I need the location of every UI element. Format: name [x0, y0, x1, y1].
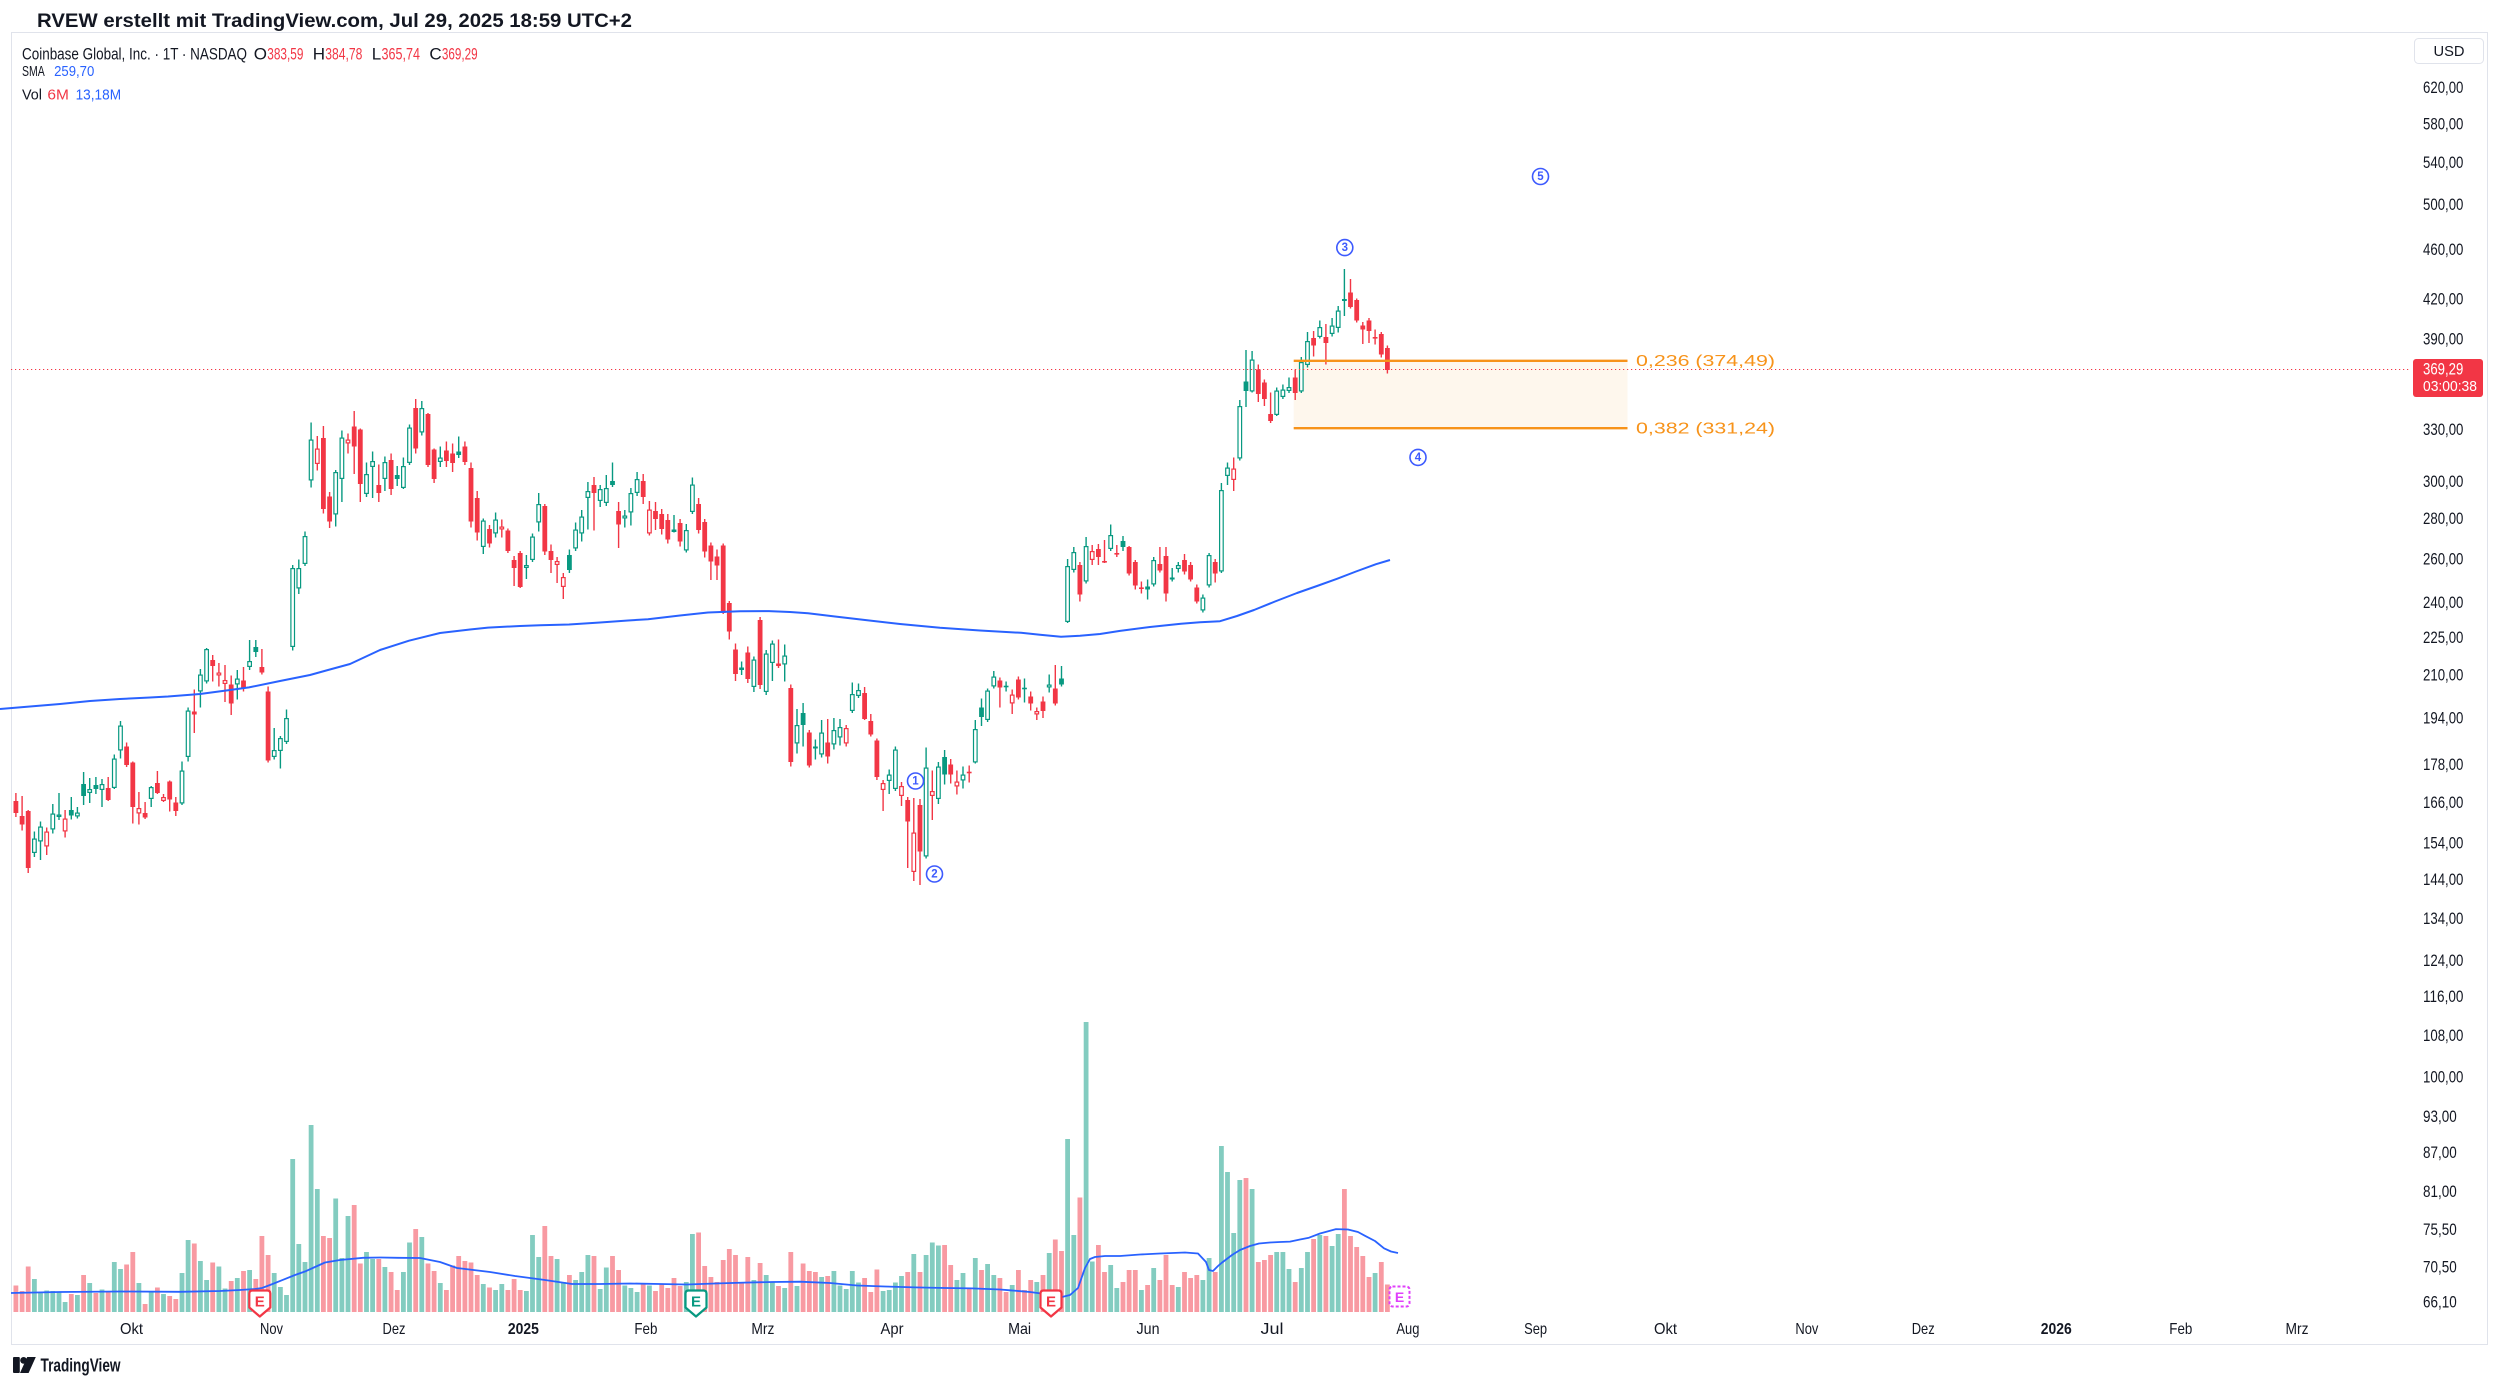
svg-text:H: H — [313, 45, 325, 64]
svg-text:330,00: 330,00 — [2423, 420, 2463, 439]
svg-text:SMA: SMA — [22, 64, 45, 80]
svg-text:369,29: 369,29 — [442, 45, 478, 64]
svg-text:66,10: 66,10 — [2423, 1292, 2457, 1311]
svg-text:0,382 (331,24): 0,382 (331,24) — [1636, 420, 1775, 437]
svg-text:0,236 (374,49): 0,236 (374,49) — [1636, 353, 1775, 370]
svg-text:75,50: 75,50 — [2423, 1220, 2457, 1239]
svg-text:Okt: Okt — [1654, 1321, 1678, 1338]
svg-text:3: 3 — [1342, 242, 1348, 254]
svg-text:384,78: 384,78 — [325, 45, 362, 64]
svg-text:Dez: Dez — [1912, 1321, 1935, 1338]
svg-text:USD: USD — [2434, 43, 2465, 60]
svg-text:81,00: 81,00 — [2423, 1182, 2457, 1201]
svg-text:134,00: 134,00 — [2423, 909, 2463, 928]
svg-text:Sep: Sep — [1524, 1321, 1547, 1338]
svg-text:460,00: 460,00 — [2423, 240, 2463, 259]
svg-text:Jul: Jul — [1261, 1321, 1284, 1338]
svg-text:4: 4 — [1415, 452, 1422, 464]
svg-text:5: 5 — [1537, 171, 1544, 183]
svg-text:369,29: 369,29 — [2423, 360, 2463, 379]
svg-text:Vol: Vol — [22, 88, 42, 104]
svg-text:154,00: 154,00 — [2423, 834, 2463, 853]
svg-text:87,00: 87,00 — [2423, 1143, 2457, 1162]
svg-text:Dez: Dez — [383, 1321, 406, 1338]
svg-text:Coinbase Global, Inc. · 1T · N: Coinbase Global, Inc. · 1T · NASDAQ — [22, 45, 247, 64]
svg-text:Mai: Mai — [1008, 1321, 1031, 1338]
svg-text:365,74: 365,74 — [382, 45, 421, 64]
svg-text:100,00: 100,00 — [2423, 1068, 2463, 1087]
svg-text:TradingView: TradingView — [41, 1356, 122, 1376]
svg-text:260,00: 260,00 — [2423, 549, 2463, 568]
svg-text:Jun: Jun — [1137, 1321, 1160, 1338]
svg-text:6M: 6M — [47, 88, 69, 104]
svg-text:Feb: Feb — [634, 1321, 657, 1338]
svg-text:Mrz: Mrz — [2286, 1321, 2309, 1338]
svg-text:70,50: 70,50 — [2423, 1257, 2457, 1276]
svg-text:500,00: 500,00 — [2423, 195, 2463, 214]
svg-text:620,00: 620,00 — [2423, 78, 2463, 97]
svg-text:166,00: 166,00 — [2423, 793, 2463, 812]
svg-text:2: 2 — [931, 869, 937, 881]
svg-text:Nov: Nov — [260, 1321, 283, 1338]
svg-text:Okt: Okt — [120, 1321, 144, 1338]
svg-text:Feb: Feb — [2169, 1321, 2192, 1338]
svg-text:194,00: 194,00 — [2423, 708, 2463, 727]
svg-text:E: E — [1046, 1294, 1056, 1311]
svg-text:2025: 2025 — [508, 1321, 539, 1338]
svg-text:O: O — [254, 45, 267, 64]
svg-text:Aug: Aug — [1396, 1321, 1419, 1338]
svg-text:210,00: 210,00 — [2423, 665, 2463, 684]
svg-text:E: E — [255, 1294, 265, 1311]
svg-text:280,00: 280,00 — [2423, 509, 2463, 528]
svg-text:E: E — [1395, 1289, 1404, 1305]
svg-text:240,00: 240,00 — [2423, 593, 2463, 612]
svg-text:580,00: 580,00 — [2423, 114, 2463, 133]
svg-text:300,00: 300,00 — [2423, 472, 2463, 491]
svg-text:Mrz: Mrz — [751, 1321, 774, 1338]
svg-text:540,00: 540,00 — [2423, 153, 2463, 172]
svg-text:116,00: 116,00 — [2423, 987, 2463, 1006]
svg-text:RVEW erstellt mit TradingView.: RVEW erstellt mit TradingView.com, Jul 2… — [37, 11, 632, 32]
svg-text:383,59: 383,59 — [267, 45, 303, 64]
svg-text:108,00: 108,00 — [2423, 1026, 2463, 1045]
svg-text:178,00: 178,00 — [2423, 755, 2463, 774]
svg-text:124,00: 124,00 — [2423, 951, 2463, 970]
svg-text:2026: 2026 — [2041, 1321, 2072, 1338]
svg-text:E: E — [691, 1294, 701, 1311]
svg-text:259,70: 259,70 — [54, 64, 94, 80]
svg-text:420,00: 420,00 — [2423, 289, 2463, 308]
svg-text:Apr: Apr — [881, 1321, 905, 1338]
svg-text:13,18M: 13,18M — [76, 88, 122, 104]
svg-text:Nov: Nov — [1795, 1321, 1818, 1338]
svg-text:144,00: 144,00 — [2423, 870, 2463, 889]
svg-text:93,00: 93,00 — [2423, 1107, 2457, 1126]
svg-text:1: 1 — [912, 776, 919, 788]
svg-text:C: C — [429, 45, 441, 64]
svg-text:225,00: 225,00 — [2423, 628, 2463, 647]
svg-text:390,00: 390,00 — [2423, 330, 2463, 349]
svg-text:03:00:38: 03:00:38 — [2423, 379, 2477, 395]
svg-text:L: L — [372, 45, 381, 64]
